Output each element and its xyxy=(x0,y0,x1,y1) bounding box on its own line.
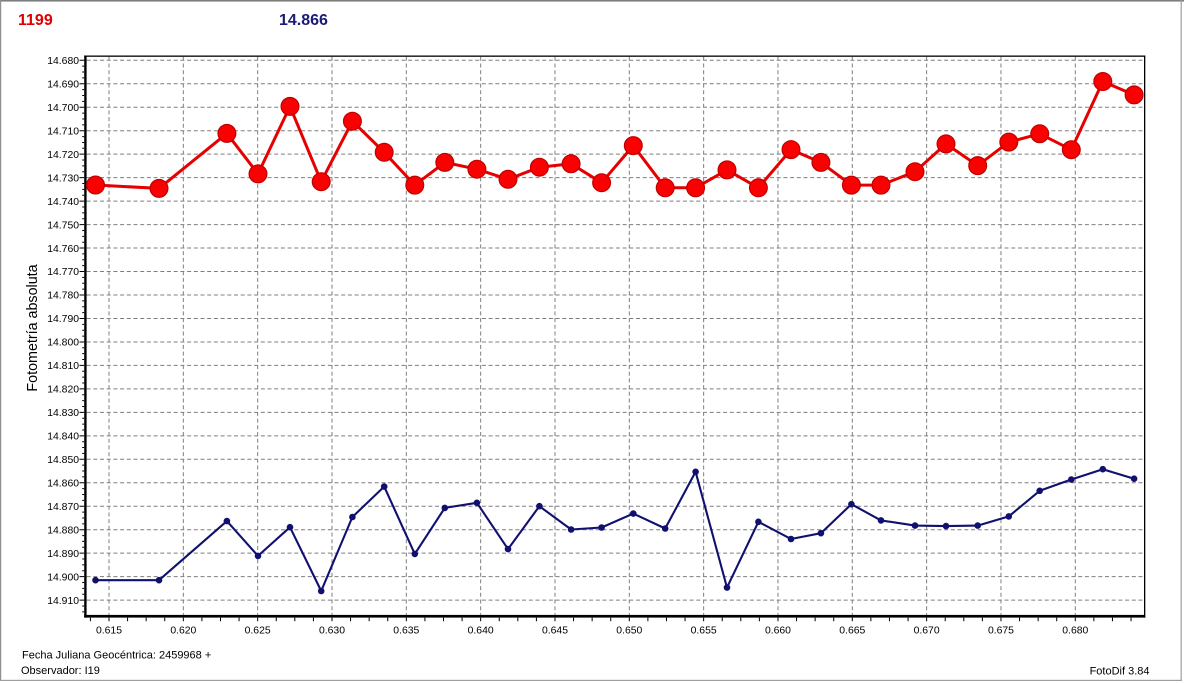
svg-text:FotoDif 3.84: FotoDif 3.84 xyxy=(1090,666,1150,678)
svg-text:0.660: 0.660 xyxy=(765,626,791,637)
svg-text:14.910: 14.910 xyxy=(47,596,79,607)
svg-text:14.900: 14.900 xyxy=(47,572,79,583)
svg-text:0.615: 0.615 xyxy=(96,626,122,637)
svg-text:14.880: 14.880 xyxy=(47,525,79,536)
svg-text:Fotometría absoluta: Fotometría absoluta xyxy=(25,264,41,391)
svg-text:0.630: 0.630 xyxy=(319,626,345,637)
svg-text:0.680: 0.680 xyxy=(1062,626,1088,637)
svg-text:14.690: 14.690 xyxy=(47,79,79,90)
svg-text:0.670: 0.670 xyxy=(914,626,940,637)
svg-text:14.890: 14.890 xyxy=(47,549,79,560)
svg-text:14.800: 14.800 xyxy=(47,338,79,349)
svg-text:14.810: 14.810 xyxy=(47,361,79,372)
svg-text:14.750: 14.750 xyxy=(47,220,79,231)
svg-text:14.790: 14.790 xyxy=(47,314,79,325)
svg-text:14.730: 14.730 xyxy=(47,173,79,184)
svg-text:14.720: 14.720 xyxy=(47,150,79,161)
svg-text:14.760: 14.760 xyxy=(47,244,79,255)
svg-text:14.860: 14.860 xyxy=(47,478,79,489)
svg-text:14.700: 14.700 xyxy=(47,103,79,114)
svg-text:0.650: 0.650 xyxy=(616,626,642,637)
svg-text:14.770: 14.770 xyxy=(47,267,79,278)
svg-text:Fecha Juliana Geocéntrica: 245: Fecha Juliana Geocéntrica: 2459968 + xyxy=(22,650,211,662)
svg-text:14.866: 14.866 xyxy=(279,12,328,29)
svg-text:14.780: 14.780 xyxy=(47,291,79,302)
svg-text:14.830: 14.830 xyxy=(47,408,79,419)
svg-text:1199: 1199 xyxy=(18,12,53,29)
svg-text:0.625: 0.625 xyxy=(245,626,271,637)
svg-text:14.680: 14.680 xyxy=(47,56,79,67)
svg-text:14.870: 14.870 xyxy=(47,502,79,513)
svg-text:0.655: 0.655 xyxy=(691,626,717,637)
svg-text:0.640: 0.640 xyxy=(468,626,494,637)
svg-text:0.645: 0.645 xyxy=(542,626,568,637)
svg-text:0.635: 0.635 xyxy=(393,626,419,637)
svg-text:14.740: 14.740 xyxy=(47,197,79,208)
svg-text:14.840: 14.840 xyxy=(47,432,79,443)
svg-text:0.620: 0.620 xyxy=(170,626,196,637)
svg-text:0.675: 0.675 xyxy=(988,626,1014,637)
svg-text:Observador: I19: Observador: I19 xyxy=(21,665,100,677)
svg-text:14.850: 14.850 xyxy=(47,455,79,466)
svg-text:14.820: 14.820 xyxy=(47,385,79,396)
svg-text:14.710: 14.710 xyxy=(47,126,79,137)
svg-text:0.665: 0.665 xyxy=(839,626,865,637)
